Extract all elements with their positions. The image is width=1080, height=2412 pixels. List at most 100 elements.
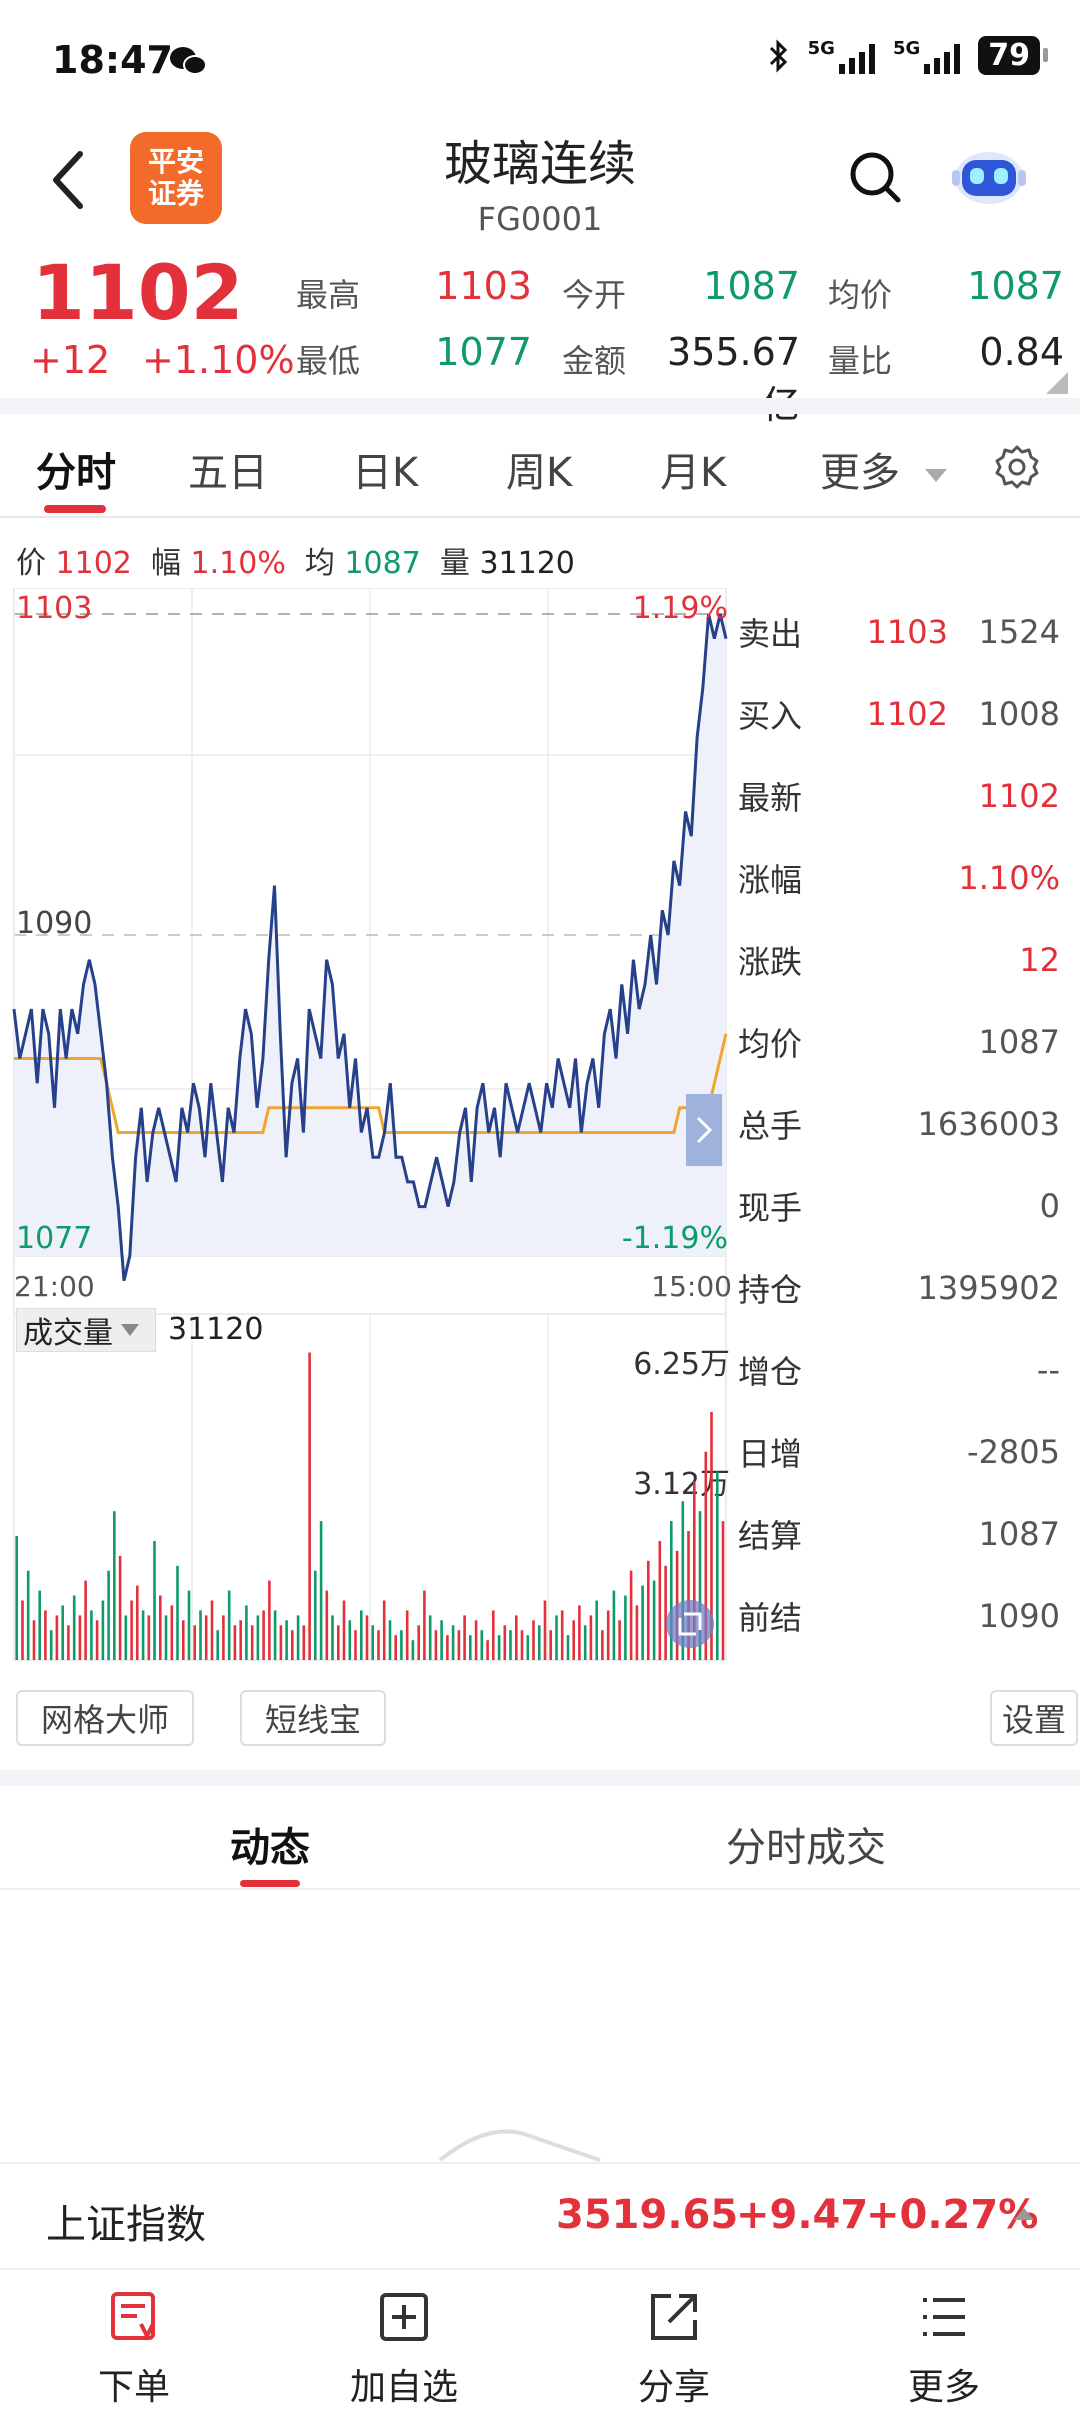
volume-bar xyxy=(382,1600,386,1660)
volume-bar xyxy=(170,1605,174,1660)
volume-bar xyxy=(704,1451,708,1660)
assistant-robot-button[interactable] xyxy=(950,142,1028,208)
volume-bar xyxy=(319,1521,323,1660)
volume-bar xyxy=(67,1625,70,1660)
caret-up-icon[interactable] xyxy=(1014,2208,1034,2220)
nav-more[interactable]: 更多 xyxy=(854,2290,1034,2410)
expand-arrow-button xyxy=(686,1094,722,1166)
back-button[interactable] xyxy=(40,140,100,220)
tab-five-day[interactable]: 五日 xyxy=(188,450,268,496)
signal-5g-icon: 5G xyxy=(808,38,875,74)
volume-bar xyxy=(457,1630,461,1660)
y-tick-mid: 1090 xyxy=(16,906,92,941)
volume-bar xyxy=(670,1521,673,1660)
volume-bar xyxy=(624,1595,627,1660)
volume-bar xyxy=(38,1590,41,1660)
volume-bar xyxy=(141,1610,145,1660)
volume-bar xyxy=(15,1536,18,1660)
panel-row-label: 结算 xyxy=(738,1517,803,1555)
price-area xyxy=(14,614,726,1281)
intraday-chart[interactable]: 1103 1090 1077 1.19% -1.19% 21:00 15:00 … xyxy=(0,588,740,1668)
index-change: +9.47 xyxy=(736,2192,869,2238)
volume-indicator-select[interactable]: 成交量 xyxy=(16,1308,156,1352)
panel-row-value: 1087 xyxy=(978,1515,1060,1553)
volume-bar xyxy=(348,1620,352,1660)
volume-bar xyxy=(291,1630,294,1660)
tab-monthly-k[interactable]: 月K xyxy=(660,450,727,496)
volume-bar xyxy=(503,1625,507,1660)
nav-order[interactable]: 下单 xyxy=(44,2290,224,2410)
volume-bar xyxy=(434,1630,438,1660)
order-icon xyxy=(111,2292,155,2341)
status-time: 18:47 xyxy=(52,38,173,82)
panel-row: 结算 1087 xyxy=(738,1514,1060,1555)
volume-bar xyxy=(26,1570,30,1660)
panel-row-value: 1008 xyxy=(978,695,1060,733)
tab-tick-trades[interactable]: 分时成交 xyxy=(726,1825,886,1871)
volume-bar xyxy=(469,1635,472,1660)
share-icon xyxy=(651,2294,697,2340)
panel-row-label: 涨跌 xyxy=(738,943,803,981)
tab-weekly-k[interactable]: 周K xyxy=(506,450,573,496)
volume-bar xyxy=(497,1635,501,1660)
volume-bars xyxy=(15,1352,725,1660)
volume-bar xyxy=(285,1620,288,1660)
volume-bar xyxy=(331,1615,334,1660)
volume-bar xyxy=(492,1610,495,1660)
tab-more[interactable]: 更多 xyxy=(820,440,947,498)
vol-tick-mid: 3.12万 xyxy=(633,1467,730,1502)
volume-bar xyxy=(520,1630,524,1660)
expand-corner-icon[interactable] xyxy=(1046,372,1068,394)
grid-master-button[interactable]: 网格大师 xyxy=(16,1690,194,1746)
volume-bar xyxy=(239,1620,242,1660)
panel-row-label: 均价 xyxy=(738,1025,803,1063)
robot-icon xyxy=(952,152,1026,204)
pct-tick-bottom: -1.19% xyxy=(622,1221,728,1256)
volume-bar xyxy=(268,1580,271,1660)
search-button[interactable] xyxy=(848,150,904,206)
nav-add-watchlist[interactable]: 加自选 xyxy=(314,2290,494,2410)
tab-daily-k[interactable]: 日K xyxy=(352,450,419,496)
volume-bar xyxy=(549,1630,552,1660)
panel-row-label: 持仓 xyxy=(738,1271,803,1309)
stat-value-high: 1103 xyxy=(435,264,532,308)
avg-price-line xyxy=(14,1033,728,1134)
volume-bar xyxy=(107,1570,110,1660)
volume-bar xyxy=(405,1610,409,1660)
index-ticker-bar[interactable]: 上证指数 3519.65 +9.47 +0.27% xyxy=(0,2162,1080,2270)
volume-bar xyxy=(314,1570,317,1660)
y-tick-top: 1103 xyxy=(16,591,92,626)
volume-bar xyxy=(566,1635,570,1660)
volume-bar xyxy=(233,1625,237,1660)
tools-settings-button[interactable]: 设置 xyxy=(990,1690,1078,1746)
tab-dynamic[interactable]: 动态 xyxy=(230,1825,310,1871)
settings-button[interactable] xyxy=(994,444,1040,494)
divider xyxy=(0,398,1080,414)
volume-bar xyxy=(78,1615,82,1660)
nav-share[interactable]: 分享 xyxy=(584,2290,764,2410)
volume-bar xyxy=(227,1590,231,1660)
caret-down-icon xyxy=(924,468,947,482)
stat-value-amount: 355.67亿 xyxy=(667,330,800,427)
volume-bar xyxy=(388,1620,392,1660)
volume-bar xyxy=(606,1610,610,1660)
volume-bar xyxy=(210,1600,214,1660)
panel-row-value: -- xyxy=(1036,1351,1060,1389)
volume-bar xyxy=(583,1625,587,1660)
volume-bar xyxy=(262,1610,265,1660)
news-tab-underline xyxy=(240,1880,300,1887)
volume-bar xyxy=(572,1620,575,1660)
volume-bar xyxy=(647,1560,650,1660)
tab-intraday[interactable]: 分时 xyxy=(36,450,116,496)
volume-bar xyxy=(49,1630,53,1660)
panel-row: 涨幅 1.10% xyxy=(738,858,1060,899)
panel-row: 均价 1087 xyxy=(738,1022,1060,1063)
volume-bar xyxy=(423,1590,426,1660)
stat-label-low: 最低 xyxy=(296,342,361,380)
volume-bar xyxy=(21,1600,24,1660)
pct-tick-top: 1.19% xyxy=(633,591,728,626)
short-line-button[interactable]: 短线宝 xyxy=(240,1690,386,1746)
volume-bar xyxy=(509,1630,512,1660)
panel-row: 增仓 -- xyxy=(738,1350,1060,1391)
volume-bar xyxy=(354,1630,357,1660)
